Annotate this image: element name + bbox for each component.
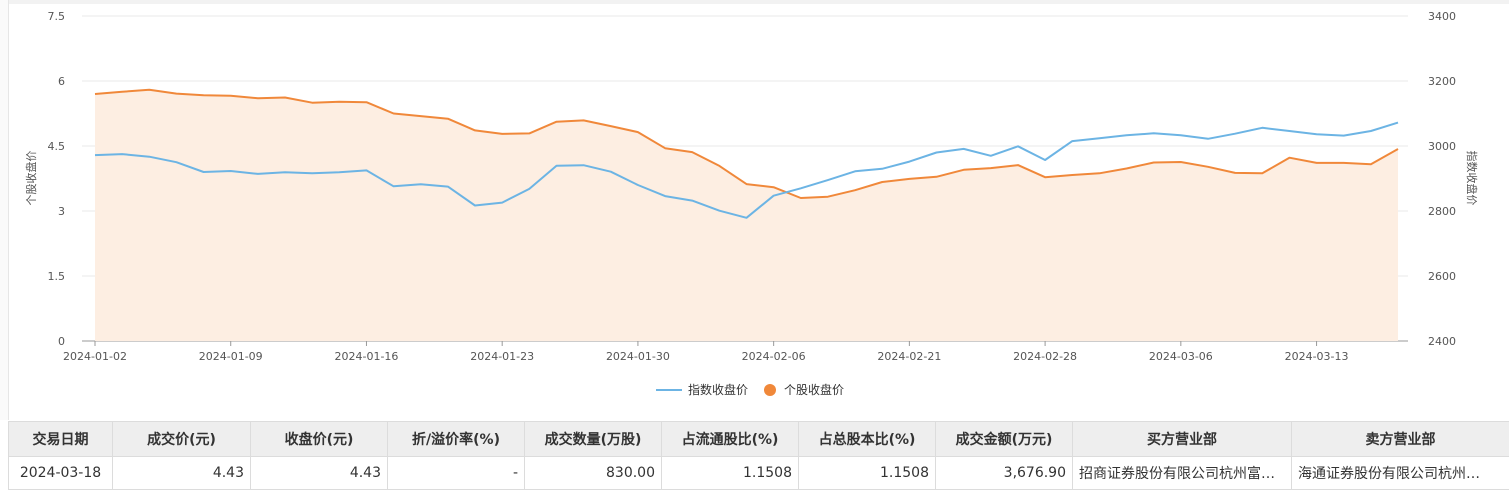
y-right-tick-label: 3200	[1428, 75, 1456, 88]
stock-close-area	[95, 89, 1398, 341]
y-left-tick-label: 7.5	[48, 10, 66, 23]
table-header-row: 交易日期 成交价(元) 收盘价(元) 折/溢价率(%) 成交数量(万股) 占流通…	[8, 421, 1509, 457]
legend-index-label: 指数收盘价	[688, 382, 748, 397]
cell-close-price: 4.43	[250, 456, 388, 490]
table-row: 2024-03-18 4.43 4.43 - 830.00 1.1508 1.1…	[8, 456, 1509, 490]
cell-seller[interactable]: 海通证券股份有限公司杭州…	[1291, 456, 1509, 490]
legend-stock-label: 个股收盘价	[784, 382, 844, 397]
cell-trade-date: 2024-03-18	[8, 456, 113, 490]
y-right-tick-label: 3400	[1428, 10, 1456, 23]
x-tick-label: 2024-01-23	[470, 350, 534, 363]
header-seller[interactable]: 卖方营业部	[1291, 421, 1509, 457]
header-premium-rate[interactable]: 折/溢价率(%)	[387, 421, 525, 457]
stock-close-line	[94, 88, 1399, 199]
cell-float-ratio: 1.1508	[661, 456, 799, 490]
x-tick-label: 2024-02-21	[877, 350, 941, 363]
header-amount[interactable]: 成交金额(万元)	[935, 421, 1073, 457]
header-buyer[interactable]: 买方营业部	[1072, 421, 1292, 457]
cell-volume: 830.00	[524, 456, 662, 490]
header-trade-price[interactable]: 成交价(元)	[112, 421, 251, 457]
y-left-axis-title: 个股收盘价	[24, 151, 38, 206]
x-tick-label: 2024-01-30	[606, 350, 670, 363]
header-float-ratio[interactable]: 占流通股比(%)	[661, 421, 799, 457]
header-trade-date[interactable]: 交易日期	[8, 421, 113, 457]
header-close-price[interactable]: 收盘价(元)	[250, 421, 388, 457]
y-left-tick-label: 1.5	[48, 270, 66, 283]
y-right-tick-label: 2800	[1428, 205, 1456, 218]
cell-total-ratio: 1.1508	[798, 456, 936, 490]
y-right-tick-label: 2600	[1428, 270, 1456, 283]
x-tick-label: 2024-02-28	[1013, 350, 1077, 363]
x-tick-label: 2024-02-06	[742, 350, 806, 363]
y-right-tick-label: 2400	[1428, 335, 1456, 348]
header-volume[interactable]: 成交数量(万股)	[524, 421, 662, 457]
chart-area: 0 1.5 3 4.5 6 7.5 2400 2600 2800 3000 3200 3400 个股收盘…	[0, 0, 1509, 420]
top-border	[8, 0, 1509, 4]
legend-stock-swatch	[764, 384, 776, 396]
y-left-tick-label: 0	[58, 335, 65, 348]
y-left-tick-label: 4.5	[48, 140, 66, 153]
left-border	[0, 0, 9, 420]
x-tick-label: 2024-03-06	[1149, 350, 1213, 363]
index-close-line	[94, 121, 1399, 219]
x-tick-label: 2024-03-13	[1285, 350, 1349, 363]
cell-premium-rate: -	[387, 456, 525, 490]
y-left-tick-label: 3	[58, 205, 65, 218]
x-tick-label: 2024-01-09	[199, 350, 263, 363]
cell-trade-price: 4.43	[112, 456, 251, 490]
cell-buyer[interactable]: 招商证券股份有限公司杭州富…	[1072, 456, 1292, 490]
line-chart: 0 1.5 3 4.5 6 7.5 2400 2600 2800 3000 3200 3400 个股收盘…	[24, 10, 1479, 397]
cell-amount: 3,676.90	[935, 456, 1073, 490]
y-right-axis-title: 指数收盘价	[1465, 151, 1479, 206]
header-total-ratio[interactable]: 占总股本比(%)	[798, 421, 936, 457]
y-right-tick-label: 3000	[1428, 140, 1456, 153]
block-trade-table: 交易日期 成交价(元) 收盘价(元) 折/溢价率(%) 成交数量(万股) 占流通…	[8, 421, 1509, 490]
y-left-tick-label: 6	[58, 75, 65, 88]
x-tick-label: 2024-01-02	[63, 350, 127, 363]
x-tick-label: 2024-01-16	[334, 350, 398, 363]
